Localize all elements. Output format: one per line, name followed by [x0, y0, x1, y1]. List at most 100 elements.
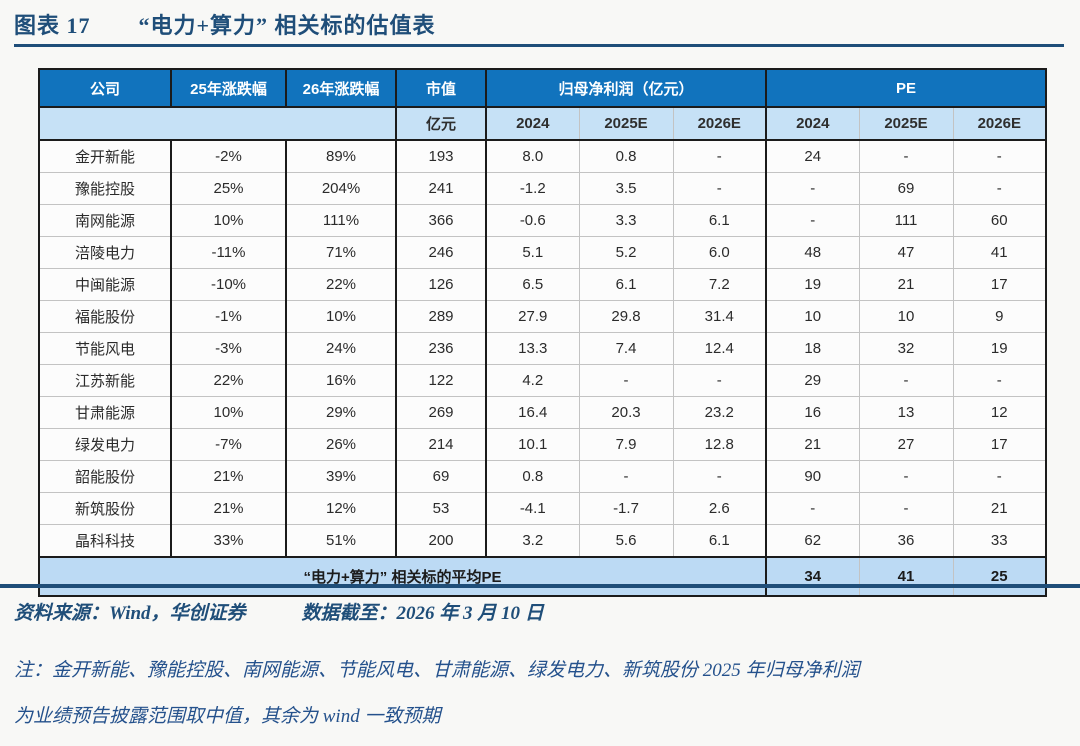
- table-row: 南网能源 10% 111% 366 -0.6 3.3 6.1-111 60: [38, 204, 1047, 237]
- value-cell: 122: [395, 364, 487, 397]
- value-cell: 51%: [285, 524, 397, 558]
- table-row: 金开新能 -2% 89% 193 8.0 0.8-24- -: [38, 139, 1047, 173]
- value-cell: 21: [952, 492, 1047, 525]
- average-pe-2026e: 25: [952, 556, 1047, 597]
- col-header-chg26: 26年涨跌幅: [285, 68, 397, 108]
- company-cell: 晶科科技: [38, 524, 172, 558]
- value-cell: 10%: [285, 300, 397, 333]
- value-cell: 19: [952, 332, 1047, 365]
- value-cell: -: [765, 172, 860, 205]
- table-row: 绿发电力 -7% 26% 214 10.1 7.9 12.8 21 27 17: [38, 428, 1047, 461]
- value-cell: 24%: [285, 332, 397, 365]
- value-cell: 29%: [285, 396, 397, 429]
- value-cell: 5.2: [578, 236, 674, 269]
- value-cell: 27: [858, 428, 954, 461]
- section-divider: [0, 584, 1080, 588]
- company-cell: 中闽能源: [38, 268, 172, 301]
- table-row: 江苏新能 22% 16% 122 4.2- -29- -: [38, 364, 1047, 397]
- valuation-table: 公司 25年涨跌幅 26年涨跌幅 市值 归母净利润（亿元） PE 亿元 2024…: [38, 68, 1048, 597]
- value-cell: 10: [765, 300, 860, 333]
- subheader-pe-2025e: 2025E: [858, 106, 954, 141]
- table-row: 福能股份 -1% 10% 289 27.9 29.8 31.4 10 10 9: [38, 300, 1047, 333]
- col-group-pe: PE: [765, 68, 1048, 108]
- value-cell: 0.8: [485, 460, 580, 493]
- value-cell: 21%: [170, 492, 287, 525]
- value-cell: 3.2: [485, 524, 580, 558]
- value-cell: -: [578, 460, 674, 493]
- value-cell: 6.1: [672, 524, 767, 558]
- company-cell: 豫能控股: [38, 172, 172, 205]
- value-cell: 6.5: [485, 268, 580, 301]
- value-cell: 69: [395, 460, 487, 493]
- value-cell: 241: [395, 172, 487, 205]
- value-cell: 12%: [285, 492, 397, 525]
- table-row: 新筑股份 21% 12% 53 -4.1 -1.7 2.6- -21: [38, 492, 1047, 525]
- average-pe-label: “电力+算力” 相关标的平均PE: [38, 556, 767, 597]
- value-cell: 200: [395, 524, 487, 558]
- table-row: 节能风电 -3% 24% 236 13.3 7.4 12.4 18 32 19: [38, 332, 1047, 365]
- note-line-2: 为业绩预告披露范围取中值，其余为 wind 一致预期: [14, 706, 441, 727]
- value-cell: -4.1: [485, 492, 580, 525]
- value-cell: -1.7: [578, 492, 674, 525]
- header-row-sub: 亿元 2024 2025E 2026E 2024 2025E 2026E: [38, 106, 1047, 141]
- note-line-1: 注：金开新能、豫能控股、南网能源、节能风电、甘肃能源、绿发电力、新筑股份 202…: [14, 660, 860, 681]
- value-cell: 193: [395, 139, 487, 173]
- value-cell: 4.2: [485, 364, 580, 397]
- value-cell: 20.3: [578, 396, 674, 429]
- value-cell: 21%: [170, 460, 287, 493]
- subheader-np-2024: 2024: [485, 106, 580, 141]
- value-cell: 5.1: [485, 236, 580, 269]
- value-cell: 7.4: [578, 332, 674, 365]
- value-cell: 111%: [285, 204, 397, 237]
- value-cell: 7.9: [578, 428, 674, 461]
- table-row: 豫能控股 25% 204% 241 -1.2 3.5- -69-: [38, 172, 1047, 205]
- col-header-company: 公司: [38, 68, 172, 108]
- value-cell: 26%: [285, 428, 397, 461]
- value-cell: 60: [952, 204, 1047, 237]
- value-cell: 13.3: [485, 332, 580, 365]
- value-cell: 90: [765, 460, 860, 493]
- value-cell: 10.1: [485, 428, 580, 461]
- value-cell: 71%: [285, 236, 397, 269]
- value-cell: 47: [858, 236, 954, 269]
- value-cell: 48: [765, 236, 860, 269]
- title-divider: [14, 44, 1064, 47]
- average-pe-2024: 34: [765, 556, 860, 597]
- table-row: 韶能股份 21% 39% 69 0.8- -90- -: [38, 460, 1047, 493]
- table-row: 甘肃能源 10% 29% 269 16.4 20.3 23.2 16 13 12: [38, 396, 1047, 429]
- header-row-main: 公司 25年涨跌幅 26年涨跌幅 市值 归母净利润（亿元） PE: [38, 68, 1048, 108]
- subheader-np-2026e: 2026E: [672, 106, 767, 141]
- value-cell: 10: [858, 300, 954, 333]
- value-cell: -: [765, 204, 860, 237]
- col-header-chg25: 25年涨跌幅: [170, 68, 287, 108]
- value-cell: -: [952, 172, 1047, 205]
- value-cell: -: [672, 364, 767, 397]
- value-cell: -: [952, 364, 1047, 397]
- value-cell: 19: [765, 268, 860, 301]
- source-line: 资料来源：Wind，华创证券 数据截至：2026 年 3 月 10 日: [14, 598, 544, 625]
- value-cell: 41: [952, 236, 1047, 269]
- figure-label: 图表 17: [14, 13, 91, 38]
- value-cell: 12: [952, 396, 1047, 429]
- value-cell: 36: [858, 524, 954, 558]
- company-cell: 甘肃能源: [38, 396, 172, 429]
- subheader-pe-2024: 2024: [765, 106, 860, 141]
- source-text: 资料来源：Wind，华创证券: [14, 603, 246, 624]
- value-cell: 69: [858, 172, 954, 205]
- value-cell: 2.6: [672, 492, 767, 525]
- value-cell: -3%: [170, 332, 287, 365]
- value-cell: -1.2: [485, 172, 580, 205]
- value-cell: -: [858, 492, 954, 525]
- company-cell: 金开新能: [38, 139, 172, 173]
- subheader-yi-yuan: 亿元: [395, 106, 487, 141]
- value-cell: 25%: [170, 172, 287, 205]
- value-cell: -7%: [170, 428, 287, 461]
- table-row: 涪陵电力 -11% 71% 246 5.1 5.2 6.0 48 47 41: [38, 236, 1047, 269]
- value-cell: 53: [395, 492, 487, 525]
- table-body: 金开新能 -2% 89% 193 8.0 0.8-24- - 豫能控股 25% 204% 241 -1…: [38, 139, 1047, 558]
- value-cell: 12.8: [672, 428, 767, 461]
- value-cell: 13: [858, 396, 954, 429]
- value-cell: 214: [395, 428, 487, 461]
- value-cell: 10%: [170, 396, 287, 429]
- company-cell: 节能风电: [38, 332, 172, 365]
